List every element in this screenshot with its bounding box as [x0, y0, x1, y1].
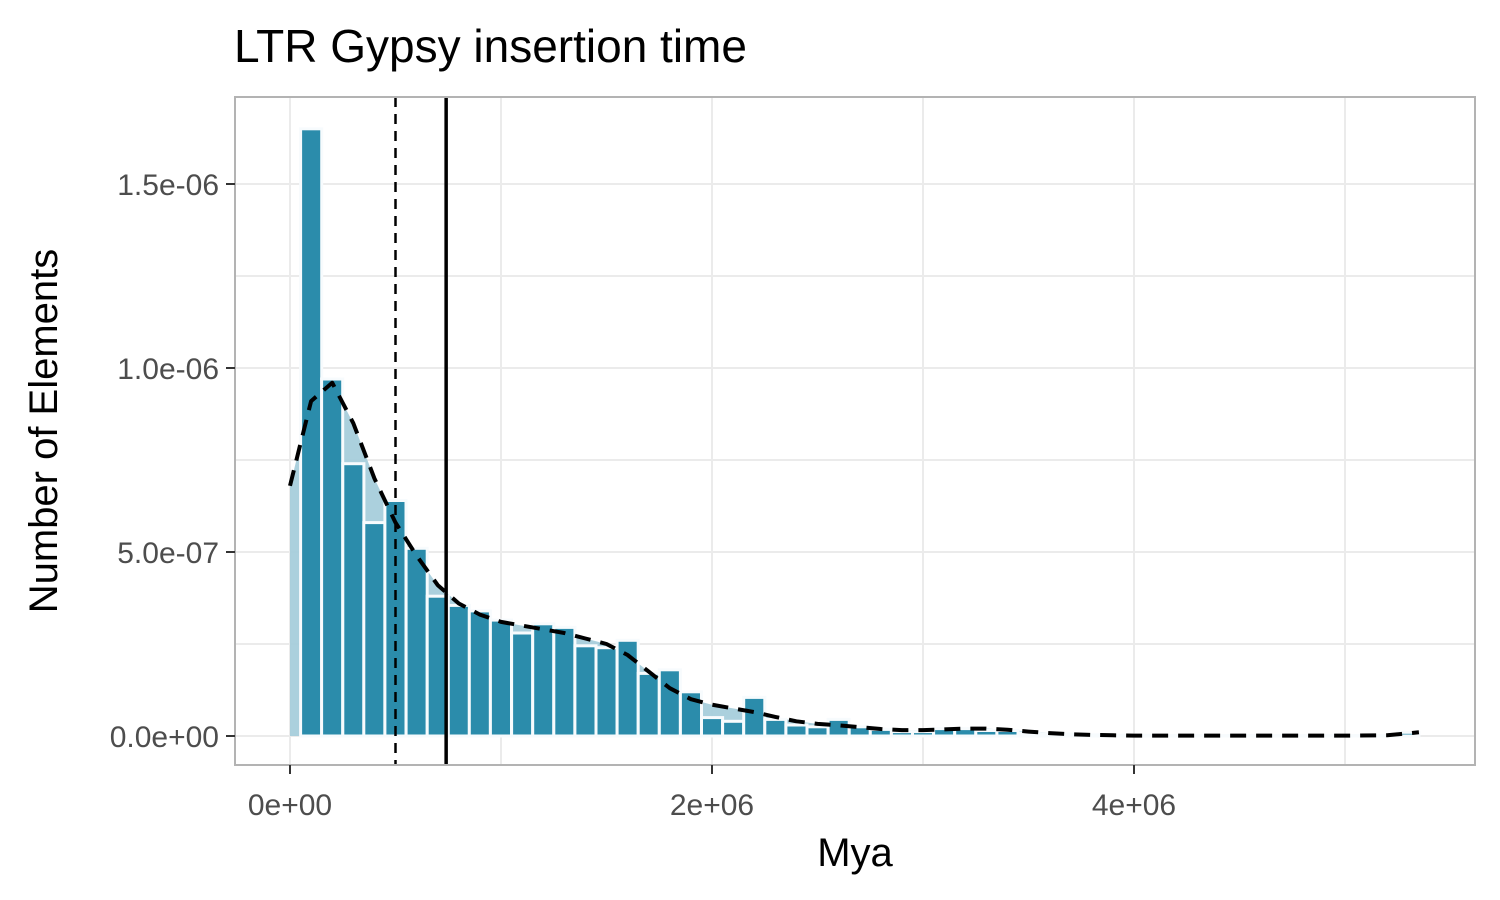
histogram-bar: [889, 730, 915, 738]
histogram-bar: [488, 618, 513, 738]
histogram-bar: [700, 716, 725, 738]
x-axis: 0e+00 2e+06 4e+06: [248, 765, 1176, 822]
histogram-bar: [911, 730, 936, 738]
histogram-bar: [467, 609, 492, 738]
histogram-bar: [510, 631, 535, 738]
x-tick-label: 0e+00: [248, 789, 332, 822]
y-tick-label: 0.0e+00: [110, 721, 219, 754]
y-tick-label: 5.0e-07: [117, 537, 219, 570]
density-curve-layer: [288, 380, 1420, 738]
bars-layer: [299, 127, 1421, 738]
x-tick-label: 2e+06: [670, 789, 754, 822]
histogram-bar: [320, 377, 345, 738]
y-tick-label: 1.5e-06: [117, 169, 219, 202]
reference-lines-layer: [394, 97, 448, 765]
y-tick-label: 1.0e-06: [117, 353, 219, 386]
histogram-bar: [362, 521, 387, 738]
histogram-bar: [721, 719, 746, 738]
chart-title: LTR Gypsy insertion time: [234, 20, 747, 72]
histogram-bar: [404, 546, 429, 738]
y-axis: 0.0e+00 5.0e-07 1.0e-06 1.5e-06: [110, 169, 235, 754]
histogram-bar: [636, 671, 661, 738]
histogram-bar: [573, 644, 598, 738]
histogram-bar: [805, 725, 830, 738]
panel-border: [234, 96, 1476, 766]
histogram-bar: [784, 723, 809, 738]
histogram-bar: [742, 695, 767, 738]
histogram-bar: [594, 646, 619, 738]
histogram-bar: [552, 625, 577, 738]
histogram-bar: [763, 717, 788, 738]
density-curve: [288, 380, 1420, 738]
histogram-bar: [446, 603, 471, 738]
y-axis-title: Number of Elements: [22, 249, 66, 614]
x-axis-title: Mya: [817, 831, 893, 875]
histogram-bar: [974, 729, 999, 738]
histogram-bar: [341, 462, 366, 738]
histogram-bar: [678, 690, 704, 738]
histogram-bar: [531, 622, 556, 738]
histogram-bar: [657, 668, 682, 738]
x-tick-label: 4e+06: [1092, 789, 1176, 822]
